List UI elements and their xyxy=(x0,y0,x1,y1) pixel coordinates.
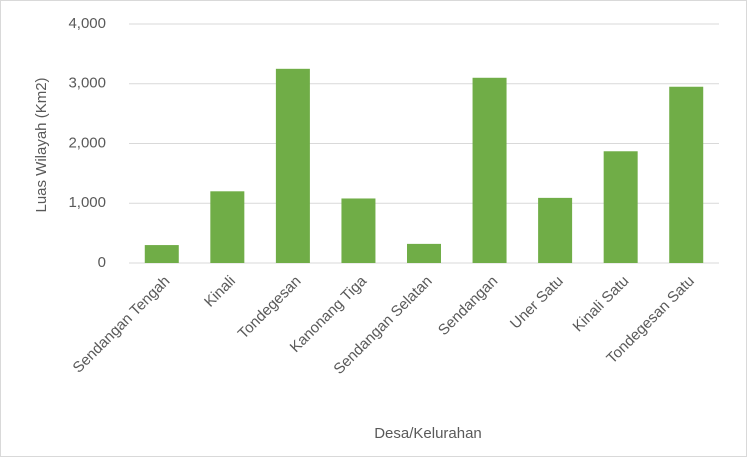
bar xyxy=(472,77,507,264)
y-tick-label: 3,000 xyxy=(68,75,106,92)
y-axis-title: Luas Wilayah (Km2) xyxy=(33,77,50,212)
x-axis-title: Desa/Kelurahan xyxy=(374,425,482,442)
bar xyxy=(210,191,245,263)
bar xyxy=(275,68,310,263)
y-tick-label: 4,000 xyxy=(68,15,106,32)
bar xyxy=(144,245,179,263)
bar xyxy=(407,243,441,263)
y-tick-label: 0 xyxy=(98,254,106,271)
bar xyxy=(669,86,704,263)
y-tick-label: 2,000 xyxy=(68,134,106,151)
bar xyxy=(341,198,376,263)
y-tick-label: 1,000 xyxy=(68,194,106,211)
bar xyxy=(603,151,638,263)
bar xyxy=(538,197,573,263)
